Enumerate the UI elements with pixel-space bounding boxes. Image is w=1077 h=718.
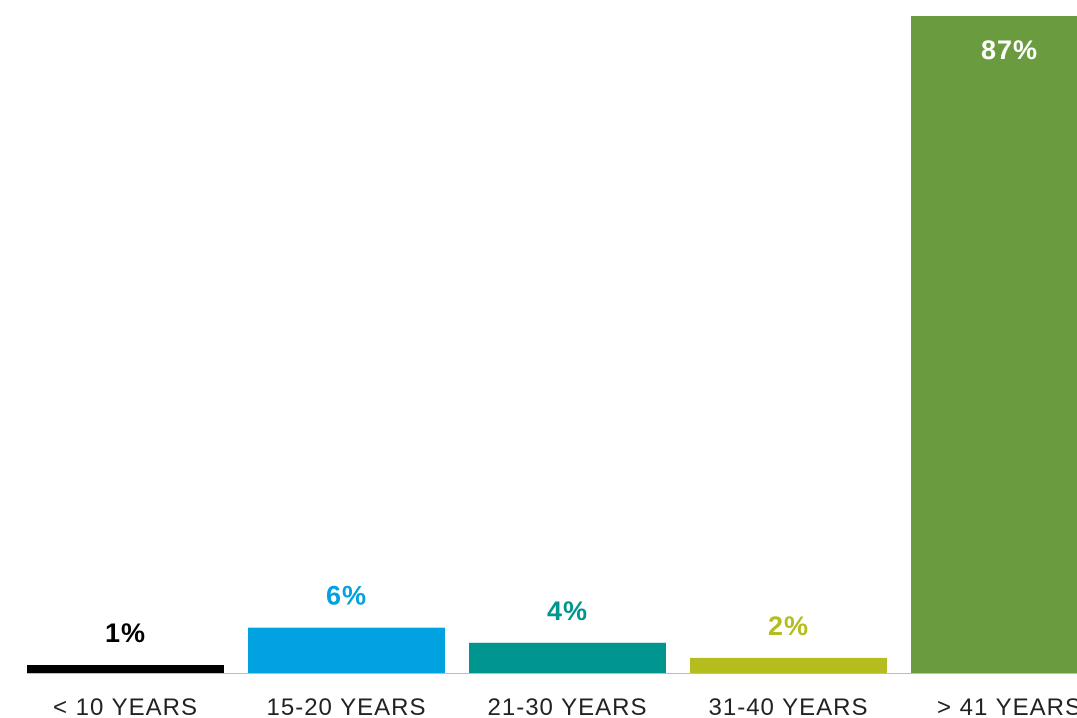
- category-labels-layer: < 10 YEARS 15-20 YEARS 21-30 YEARS 31-40 YE…: [53, 694, 1077, 718]
- bar-1: [27, 665, 224, 673]
- category-label-3: 21-30 YEARS: [488, 694, 648, 718]
- category-label-1: < 10 YEARS: [53, 694, 198, 718]
- bars-layer: [27, 16, 1077, 673]
- value-label-1: 1%: [105, 618, 146, 648]
- value-label-5: 87%: [981, 35, 1038, 65]
- value-label-3: 4%: [547, 596, 588, 626]
- value-labels-layer: 1% 6% 4% 2% 87%: [105, 35, 1038, 648]
- category-label-4: 31-40 YEARS: [709, 694, 869, 718]
- value-label-2: 6%: [326, 581, 367, 611]
- bar-5: [911, 16, 1077, 673]
- category-label-5: > 41 YEARS: [937, 694, 1077, 718]
- category-label-2: 15-20 YEARS: [267, 694, 427, 718]
- value-label-4: 2%: [768, 611, 809, 641]
- bar-3: [469, 642, 666, 673]
- bar-2: [248, 627, 445, 673]
- bar-4: [690, 657, 887, 673]
